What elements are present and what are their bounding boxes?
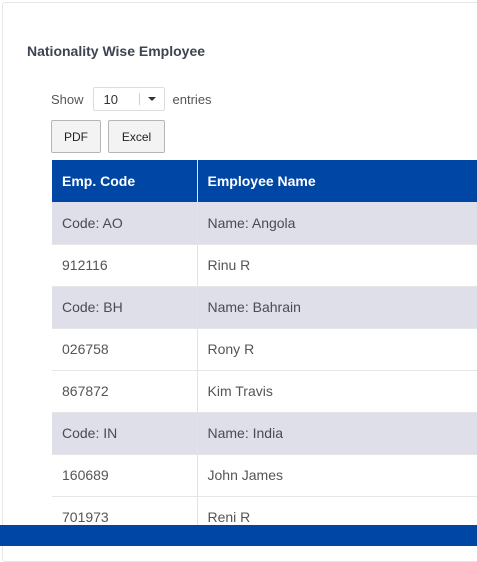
group-row: Code: BH Name: Bahrain [52, 286, 477, 329]
emp-code-cell: 867872 [52, 370, 198, 413]
select-separator [138, 93, 140, 105]
entries-select-value: 10 [103, 91, 118, 107]
group-code-cell: Code: IN [52, 412, 198, 455]
entries-label: entries [172, 91, 212, 107]
group-code-cell: Code: BH [52, 286, 198, 329]
table-row: 160689 John James [52, 454, 477, 497]
show-label: Show [51, 91, 84, 107]
column-header-employee-name[interactable]: Employee Name [197, 160, 477, 202]
entries-select[interactable]: 10 [92, 87, 165, 111]
pdf-button[interactable]: PDF [51, 120, 101, 153]
employee-name-cell: Kim Travis [197, 370, 477, 413]
table-row: 026758 Rony R [52, 328, 477, 371]
emp-code-cell: 160689 [52, 454, 198, 497]
group-name-cell: Name: Angola [197, 202, 477, 245]
caret-down-icon [140, 96, 164, 102]
table-row: 912116 Rinu R [52, 244, 477, 287]
group-name-cell: Name: Bahrain [197, 286, 477, 329]
page-title: Nationality Wise Employee [27, 43, 206, 59]
footer-bar [0, 525, 477, 546]
column-header-emp-code[interactable]: Emp. Code [52, 160, 198, 202]
employee-name-cell: John James [197, 454, 477, 497]
excel-button[interactable]: Excel [108, 120, 165, 153]
group-name-cell: Name: India [197, 412, 477, 455]
employee-table: Emp. Code Employee Name Code: AO Name: An… [52, 160, 477, 539]
table-body: Code: AO Name: Angola 912116 Rinu R Code: BH… [52, 202, 477, 539]
group-row: Code: IN Name: India [52, 412, 477, 455]
group-code-cell: Code: AO [52, 202, 198, 245]
employee-name-cell: Rony R [197, 328, 477, 371]
emp-code-cell: 026758 [52, 328, 198, 371]
employee-name-cell: Rinu R [197, 244, 477, 287]
table-row: 867872 Kim Travis [52, 370, 477, 413]
group-row: Code: AO Name: Angola [52, 202, 477, 245]
emp-code-cell: 912116 [52, 244, 198, 287]
table-header-row: Emp. Code Employee Name [52, 160, 477, 202]
export-buttons: PDF Excel [51, 120, 165, 153]
length-control: Show 10 entries [51, 86, 212, 112]
